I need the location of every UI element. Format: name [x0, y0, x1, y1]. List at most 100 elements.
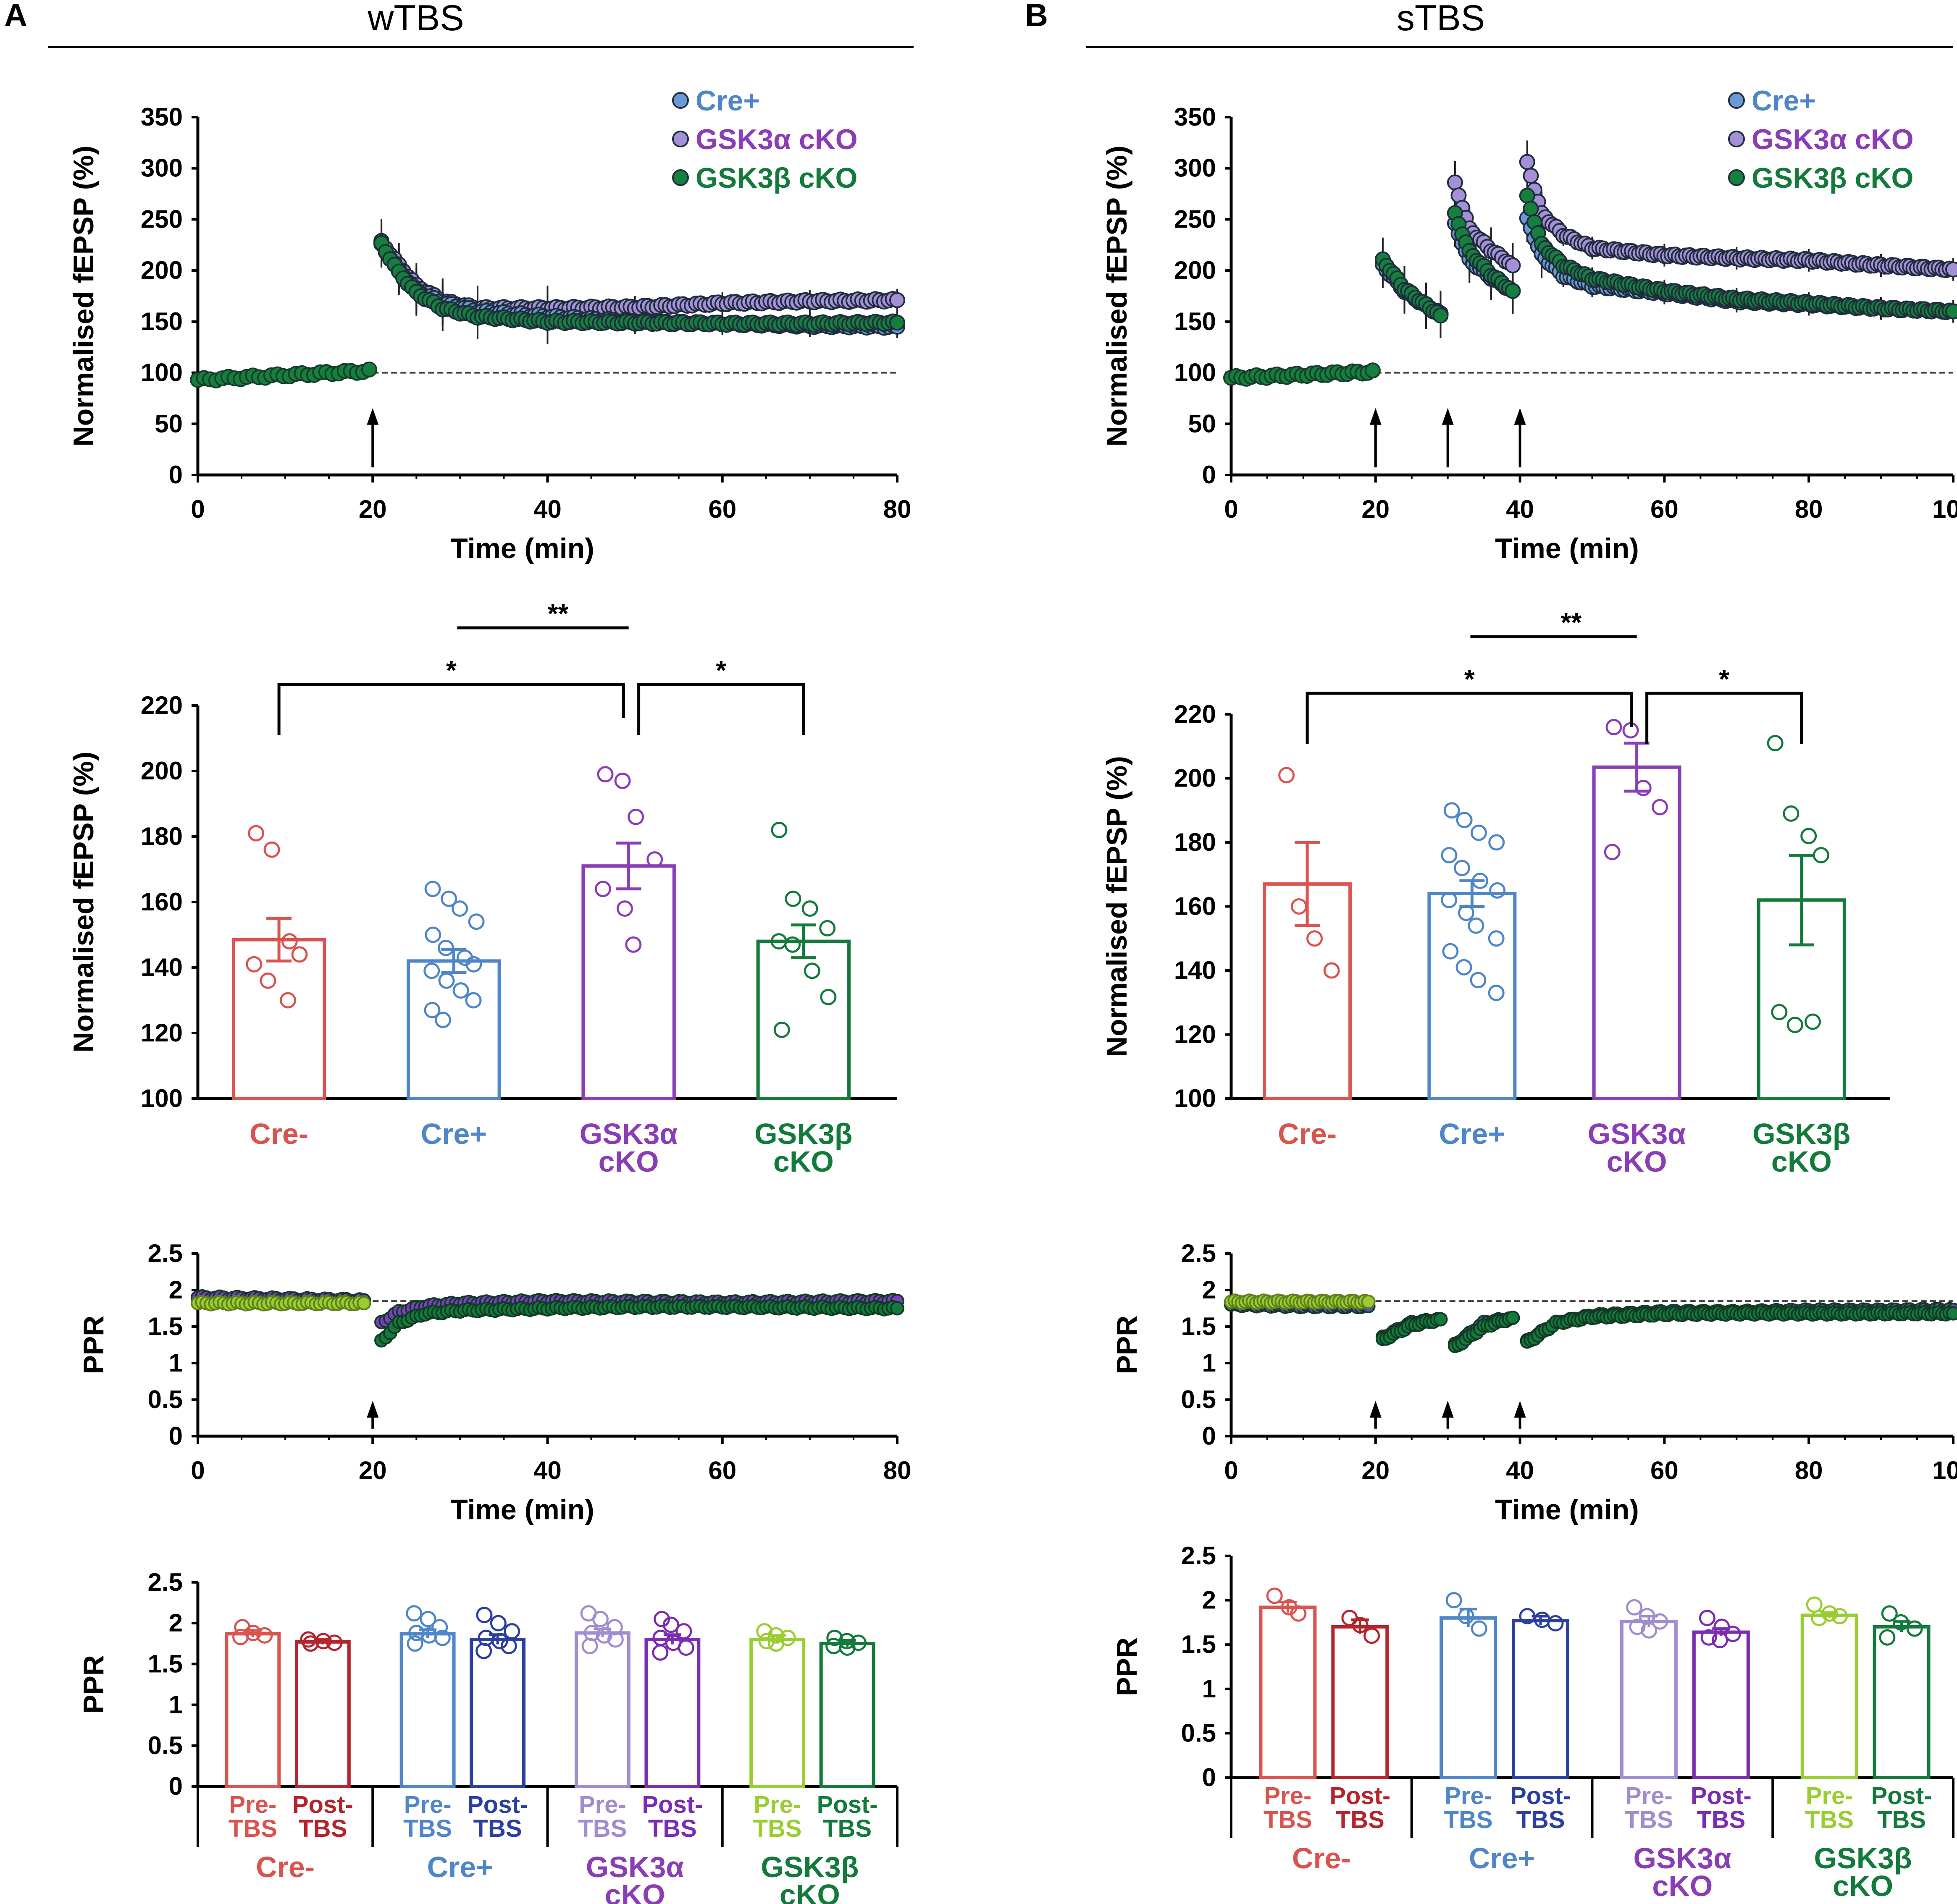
category-label: GSK3α	[1588, 1117, 1686, 1150]
category-label-2: cKO	[1771, 1145, 1832, 1178]
tbs-arrow-head	[1369, 1400, 1382, 1418]
data-point	[607, 1631, 624, 1648]
significance-bracket	[1645, 692, 1803, 744]
data-point	[302, 1635, 319, 1652]
data-point	[597, 766, 614, 783]
series-1-point	[1361, 1294, 1376, 1309]
y-tick-label: 300	[1174, 154, 1216, 182]
series-2-point	[890, 1301, 904, 1316]
y-tick-label: 140	[1174, 956, 1216, 984]
data-point	[1811, 1610, 1828, 1626]
bar-label-line2: TBS	[753, 1815, 802, 1842]
panel-letter-A: A	[4, 0, 27, 33]
group-label: Cre+	[1469, 1842, 1535, 1875]
bar-2	[1592, 765, 1681, 1100]
panel-title-A: wTBS	[367, 0, 464, 38]
series-2-point	[1433, 1312, 1448, 1327]
data-point	[1626, 1599, 1643, 1616]
y-tick-label: 180	[141, 822, 183, 850]
data-point	[1488, 834, 1505, 851]
category-label-2: cKO	[599, 1145, 659, 1178]
y-tick-label: 160	[141, 888, 183, 916]
x-tick-label: 20	[359, 495, 387, 523]
y-tick-label: 350	[1174, 103, 1216, 131]
data-point	[504, 1623, 520, 1640]
data-point	[1488, 930, 1505, 947]
baseline-point	[361, 361, 377, 378]
chart-B3-ppr-timecourse: 0 0.5 1 1.5 2 2.5 PPR 0 20 40 60 80 100 Time (min)	[1111, 1239, 1957, 1526]
data-point	[1806, 1596, 1823, 1613]
data-point	[654, 1610, 670, 1627]
data-point	[1455, 959, 1472, 976]
y-tick-label: 0	[169, 1422, 183, 1450]
bar-label-line2: TBS	[1697, 1806, 1745, 1833]
data-point	[1700, 1629, 1717, 1646]
bar-2	[581, 864, 676, 1100]
y-tick-label: 2	[169, 1276, 183, 1304]
data-point	[1453, 860, 1470, 876]
y-tick-label: 140	[141, 953, 183, 981]
data-point	[256, 1627, 273, 1644]
data-point	[232, 1629, 249, 1645]
bar-label-line1: Post-	[467, 1791, 528, 1818]
data-point	[1445, 1592, 1462, 1609]
panel-B-header: B sTBS	[1025, 0, 1953, 48]
ppr-bar	[1620, 1620, 1678, 1780]
ppr-bar	[399, 1632, 456, 1788]
series-2-point	[1519, 187, 1535, 204]
data-point	[1278, 767, 1295, 784]
significance-label: **	[1561, 607, 1582, 637]
data-point	[1341, 1610, 1358, 1626]
y-tick-label: 100	[141, 1084, 183, 1112]
ppr-bar	[225, 1632, 281, 1788]
x-tick-label: 80	[883, 1456, 912, 1484]
data-point	[614, 772, 631, 789]
category-label: GSK3β	[1752, 1117, 1850, 1150]
chart-A4-ppr-bars: 00.511.522.5PPRPre-TBSPost-TBSCre-Pre-TB…	[78, 1568, 898, 1904]
data-point	[441, 890, 457, 907]
x-axis-label: Time (min)	[450, 1494, 594, 1526]
series-2-point	[889, 315, 905, 331]
y-tick-label: 220	[1174, 700, 1216, 728]
bar-label-line2: TBS	[403, 1815, 452, 1842]
data-point	[1813, 847, 1829, 863]
legend-marker	[1728, 131, 1745, 147]
series-2-point	[1523, 201, 1539, 217]
x-tick-label: 0	[1224, 1456, 1238, 1484]
data-point	[1363, 1627, 1380, 1644]
ppr-bar	[1512, 1619, 1570, 1780]
bar-label-line2: TBS	[1624, 1806, 1673, 1833]
data-point	[406, 1605, 423, 1622]
data-point	[1767, 735, 1784, 752]
y-tick-label: 300	[141, 154, 183, 182]
bar-label-line1: Pre-	[404, 1791, 452, 1818]
data-point	[424, 1002, 441, 1018]
y-tick-label: 200	[141, 757, 183, 785]
data-point	[1488, 984, 1505, 1001]
data-point	[1879, 1629, 1896, 1646]
bar-label-line1: Pre-	[229, 1791, 276, 1818]
series-1-point	[1945, 261, 1957, 278]
data-point	[452, 982, 469, 999]
significance-label: *	[446, 655, 457, 685]
data-point	[768, 1635, 785, 1652]
y-tick-label: 1.5	[1181, 1630, 1216, 1658]
data-point	[1547, 1615, 1564, 1632]
x-tick-label: 60	[708, 1456, 736, 1484]
ppr-bar	[1331, 1625, 1389, 1779]
series-2-point	[1945, 303, 1957, 320]
data-point	[1456, 812, 1473, 829]
x-tick-label: 20	[1361, 495, 1390, 523]
data-point	[1881, 1605, 1898, 1622]
y-tick-label: 1	[169, 1349, 183, 1377]
data-point	[773, 1021, 790, 1038]
data-point	[435, 1012, 452, 1028]
data-point	[468, 913, 485, 930]
data-point	[1306, 930, 1323, 947]
data-point	[596, 1627, 612, 1644]
data-point	[1290, 898, 1307, 915]
series-1-point	[1447, 174, 1463, 191]
y-tick-label: 100	[141, 359, 183, 387]
